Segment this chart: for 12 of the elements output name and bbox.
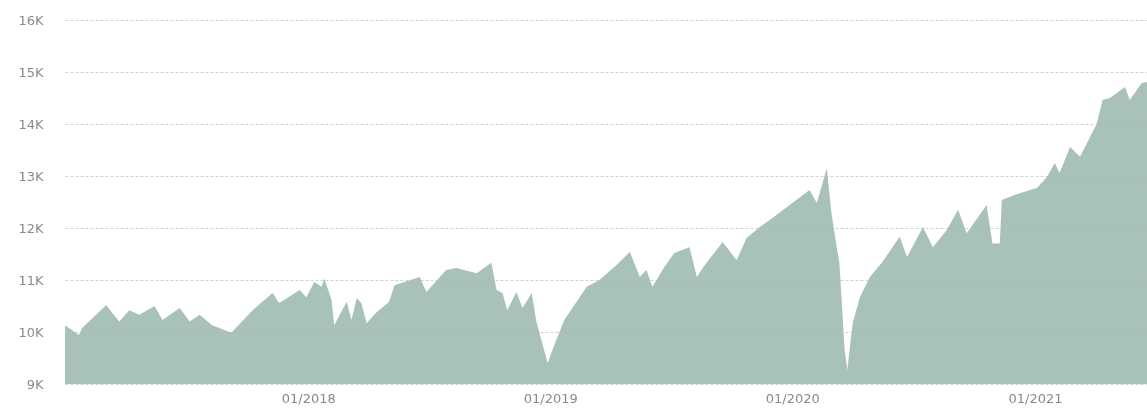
y-tick-label: 14K — [18, 116, 44, 132]
y-tick-label: 13K — [18, 168, 44, 184]
y-tick-label: 12K — [18, 220, 44, 236]
x-tick-label: 01/2021 — [1008, 390, 1063, 406]
y-tick-label: 16K — [18, 12, 44, 28]
x-tick-label: 01/2019 — [523, 390, 578, 406]
y-tick-label: 15K — [18, 64, 44, 80]
x-tick-label: 01/2020 — [765, 390, 820, 406]
x-tick-label: 01/2018 — [281, 390, 336, 406]
y-tick-label: 10K — [18, 324, 44, 340]
y-tick-label: 9K — [26, 376, 44, 392]
y-tick-label: 11K — [18, 272, 44, 288]
